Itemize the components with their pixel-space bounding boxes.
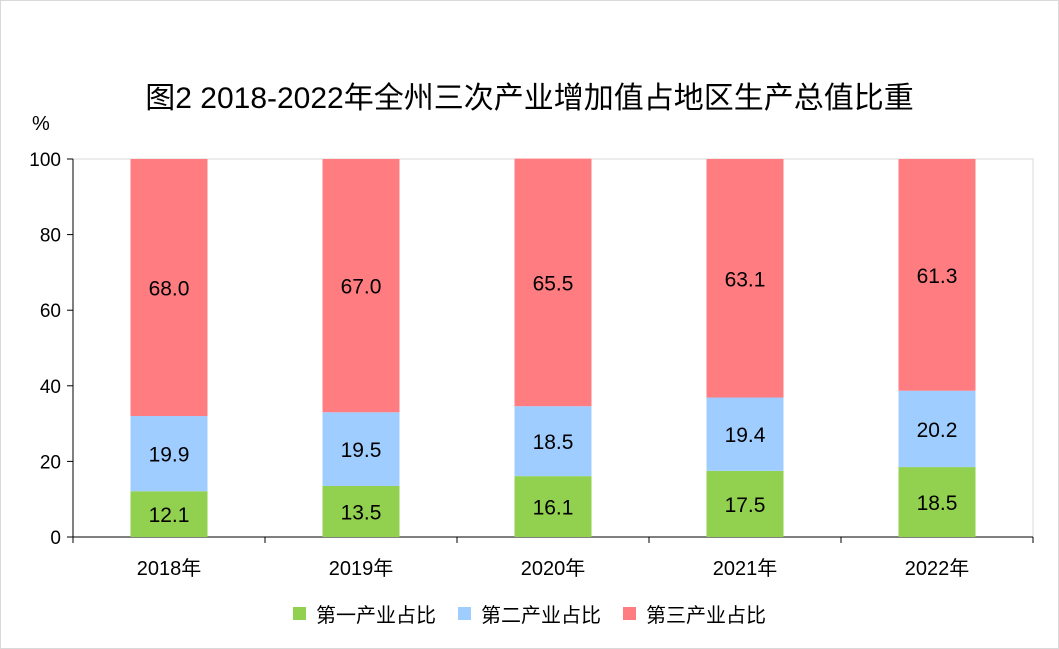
data-label: 17.5: [725, 494, 766, 517]
y-tick-label: 0: [50, 528, 61, 549]
legend-label-primary: 第一产业占比: [316, 605, 436, 627]
legend-label-tertiary: 第三产业占比: [646, 605, 766, 627]
bar-secondary: [322, 412, 400, 486]
data-label: 19.4: [725, 424, 766, 447]
bar-primary: [322, 485, 400, 537]
legend-swatch-primary: [293, 607, 306, 620]
legend-item-primary: 第一产业占比: [293, 599, 436, 628]
y-tick-label: 80: [40, 226, 61, 247]
x-category-label: 2021年: [713, 557, 778, 580]
data-labels: 12.1 19.9 68.0 13.5 19.5 67.0 16.1 18.5 65.5 17.5…: [149, 265, 958, 527]
x-category-label: 2019年: [329, 557, 394, 580]
y-tick-label: 40: [40, 377, 61, 398]
bar-tertiary: [130, 159, 208, 417]
y-axis-unit: %: [32, 113, 50, 135]
data-label: 19.5: [341, 439, 382, 462]
bar-tertiary: [514, 158, 592, 407]
data-label: 16.1: [533, 497, 574, 520]
legend-swatch-tertiary: [623, 607, 636, 620]
data-label: 63.1: [725, 268, 766, 291]
data-label: 12.1: [149, 504, 190, 527]
legend-item-tertiary: 第三产业占比: [623, 599, 766, 628]
bar-secondary: [130, 416, 208, 492]
data-label: 61.3: [917, 265, 958, 288]
legend-swatch-secondary: [458, 607, 471, 620]
bar-secondary: [514, 406, 592, 477]
legend: 第一产业占比 第二产业占比 第三产业占比: [1, 599, 1058, 628]
bar-tertiary: [898, 159, 976, 391]
y-tick-label: 20: [40, 452, 61, 473]
data-label: 67.0: [341, 276, 382, 299]
legend-label-secondary: 第二产业占比: [481, 605, 601, 627]
chart-title: 图2 2018-2022年全州三次产业增加值占地区生产总值比重: [145, 82, 914, 115]
bars: [130, 158, 976, 537]
bar-primary: [514, 476, 592, 537]
y-tick-label: 100: [29, 150, 61, 171]
legend-item-secondary: 第二产业占比: [458, 599, 601, 628]
x-category-label: 2018年: [137, 557, 202, 580]
data-label: 65.5: [533, 272, 574, 295]
bar-primary: [130, 491, 208, 537]
data-label: 18.5: [533, 431, 574, 454]
y-tick-label: 60: [40, 301, 61, 322]
data-label: 68.0: [149, 278, 190, 301]
x-category-label: 2020年: [521, 557, 586, 580]
x-category-label: 2022年: [905, 557, 970, 580]
bar-primary: [898, 467, 976, 537]
bar-tertiary: [322, 159, 400, 413]
bar-secondary: [706, 397, 784, 471]
bar-tertiary: [706, 159, 784, 398]
data-label: 18.5: [917, 492, 958, 515]
bar-secondary: [898, 390, 976, 468]
bar-primary: [706, 470, 784, 537]
data-label: 20.2: [917, 419, 958, 442]
data-label: 13.5: [341, 501, 382, 524]
data-label: 19.9: [149, 444, 190, 467]
